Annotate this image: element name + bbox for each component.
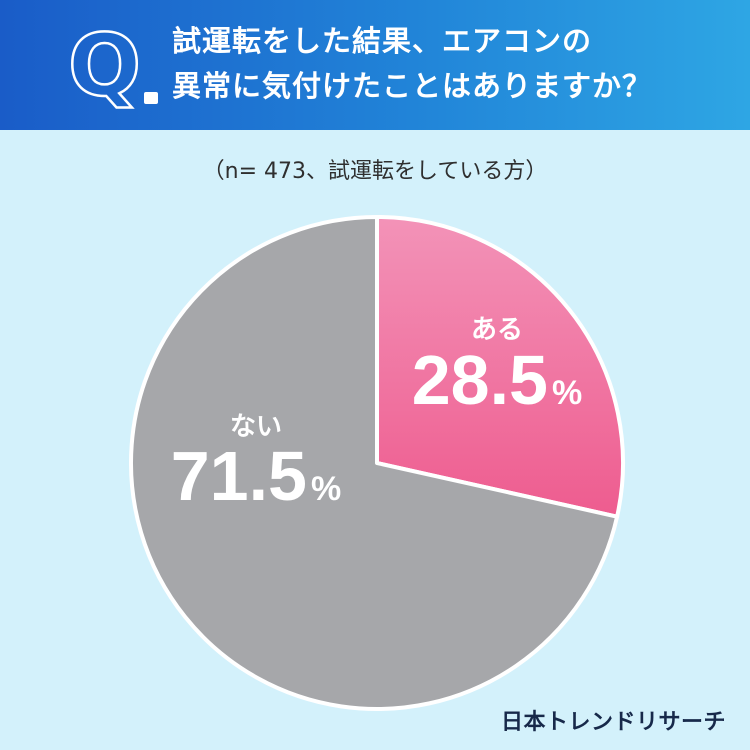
pie-slice-yes <box>375 215 625 519</box>
slice-label-yes: ある <box>471 315 523 345</box>
credit-logo: 日本トレンドリサーチ <box>500 710 726 735</box>
question-header: Q 試運転をした結果、エアコンの 異常に気付けたことはありますか？ <box>0 0 750 130</box>
slice-value-no: 71.5% <box>171 437 341 515</box>
slice-label-no: ない <box>230 412 282 442</box>
slice-value-yes: 28.5% <box>412 341 582 419</box>
question-line-2: 異常に気付けたことはありますか？ <box>172 69 653 103</box>
q-letter: Q <box>67 15 143 118</box>
pie-slice-no <box>129 215 620 711</box>
sample-note: （n= 473、試運転をしている方） <box>202 159 548 184</box>
q-dot <box>144 92 158 104</box>
question-line-1: 試運転をした結果、エアコンの <box>172 24 593 58</box>
question-text: 試運転をした結果、エアコンの 異常に気付けたことはありますか？ <box>172 19 732 109</box>
